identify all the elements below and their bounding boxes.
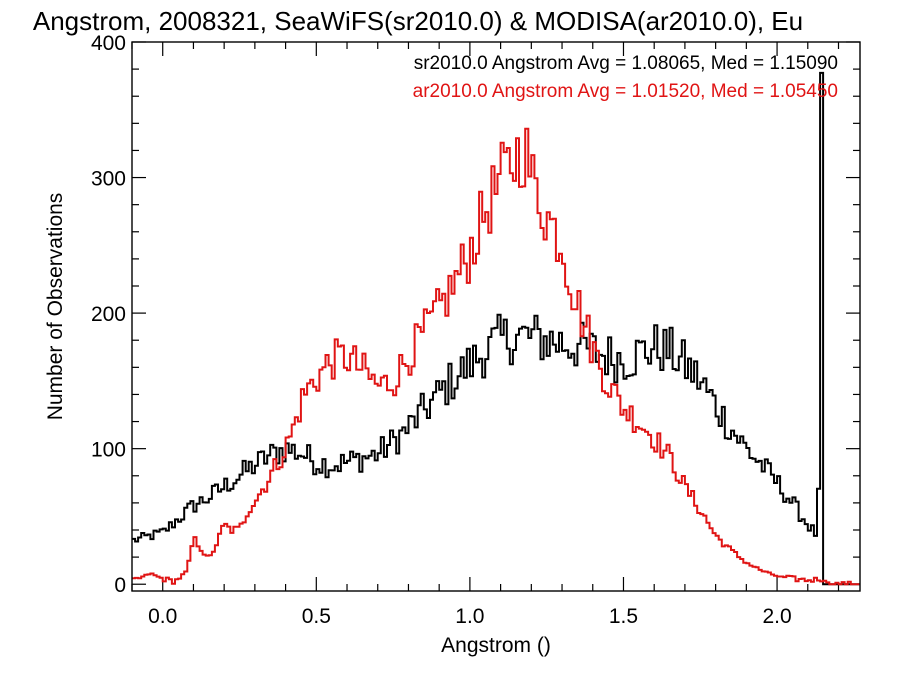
y-tick-label: 100: [91, 439, 126, 462]
y-tick-label: 300: [91, 168, 126, 191]
series-ar2010-0-line: [132, 127, 860, 586]
x-tick-label: 0.5: [302, 605, 331, 628]
y-tick-label: 400: [91, 32, 126, 55]
y-axis-label: Number of Observations: [44, 193, 67, 421]
sr-stats-annotation: sr2010.0 Angstrom Avg = 1.08065, Med = 1…: [414, 53, 838, 74]
x-tick-label: 2.0: [762, 605, 791, 628]
x-axis-label: Angstrom (): [441, 634, 551, 657]
tick-labels: 0.0 0.5 1.0 1.5 2.0 0 100 200 300 400: [91, 32, 792, 628]
x-tick-label: 1.0: [455, 605, 484, 628]
ar-stats-annotation: ar2010.0 Angstrom Avg = 1.01520, Med = 1…: [413, 81, 838, 102]
plot-frame: [131, 41, 861, 592]
axis-ticks: [131, 41, 860, 591]
series-sr2010-0-line: [132, 71, 860, 586]
y-tick-label: 200: [91, 303, 126, 326]
series-layer: [132, 71, 860, 586]
x-tick-label: 0.0: [148, 605, 177, 628]
y-tick-label: 0: [114, 574, 126, 597]
x-tick-label: 1.5: [609, 605, 638, 628]
chart-title: Angstrom, 2008321, SeaWiFS(sr2010.0) & M…: [33, 6, 803, 36]
